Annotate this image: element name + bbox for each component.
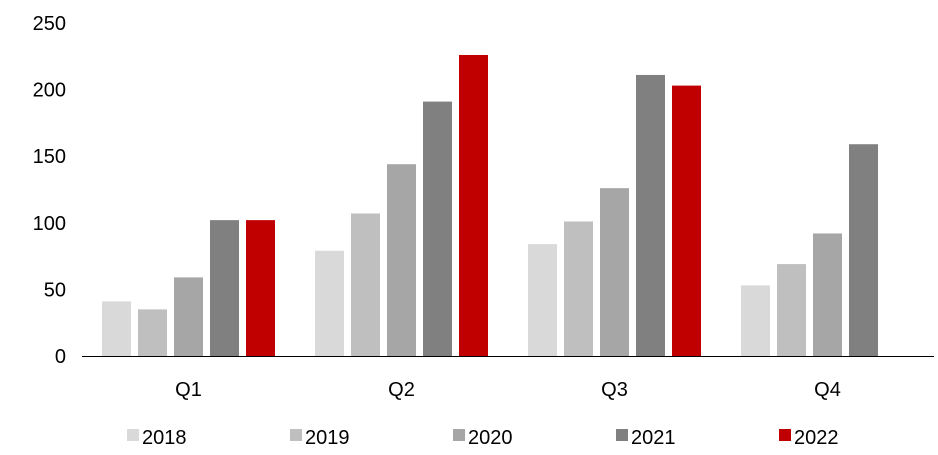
bar-q4-2019	[777, 264, 806, 356]
legend-swatch-2018	[127, 429, 139, 441]
category-label-q4: Q4	[814, 379, 841, 401]
y-tick-label: 150	[33, 146, 66, 168]
y-tick-label: 250	[33, 13, 66, 35]
bar-q3-2019	[564, 221, 593, 356]
category-label-q2: Q2	[388, 379, 415, 401]
bar-q1-2020	[174, 277, 203, 356]
legend-label-2018: 2018	[142, 427, 187, 449]
bar-q1-2018	[102, 301, 131, 356]
legend-swatch-2022	[779, 429, 791, 441]
legend-swatch-2021	[616, 429, 628, 441]
legend-label-2021: 2021	[631, 427, 676, 449]
x-axis-category-labels: Q1 Q2 Q3 Q4	[175, 379, 841, 401]
legend-swatch-2019	[290, 429, 302, 441]
bar-q4-2020	[813, 233, 842, 356]
bar-q4-2021	[849, 144, 878, 356]
y-tick-label: 100	[33, 213, 66, 235]
legend-swatch-2020	[453, 429, 465, 441]
y-tick-label: 50	[44, 279, 66, 301]
bar-q1-2022	[246, 220, 275, 356]
y-axis-tick-labels: 0 50 100 150 200 250	[33, 13, 66, 368]
bar-q1-2021	[210, 220, 239, 356]
y-tick-label: 200	[33, 80, 66, 102]
category-label-q1: Q1	[175, 379, 202, 401]
legend: 2018 2019 2020 2021 2022	[127, 427, 839, 449]
bar-q2-2019	[351, 213, 380, 356]
legend-label-2019: 2019	[305, 427, 350, 449]
bar-q1-2019	[138, 309, 167, 356]
bar-q2-2018	[315, 250, 344, 356]
legend-label-2022: 2022	[794, 427, 839, 449]
bar-q3-2020	[600, 188, 629, 356]
y-tick-label: 0	[55, 346, 66, 368]
bar-q2-2022	[459, 54, 488, 357]
bar-q4-2018	[741, 285, 770, 356]
bar-q3-2021	[636, 74, 665, 356]
bar-q3-2018	[528, 244, 557, 356]
bar-q2-2021	[423, 101, 452, 356]
bar-q3-2022	[672, 85, 701, 356]
legend-label-2020: 2020	[468, 427, 513, 449]
bar-q2-2020	[387, 164, 416, 356]
category-label-q3: Q3	[601, 379, 628, 401]
bar-marks	[102, 54, 878, 357]
